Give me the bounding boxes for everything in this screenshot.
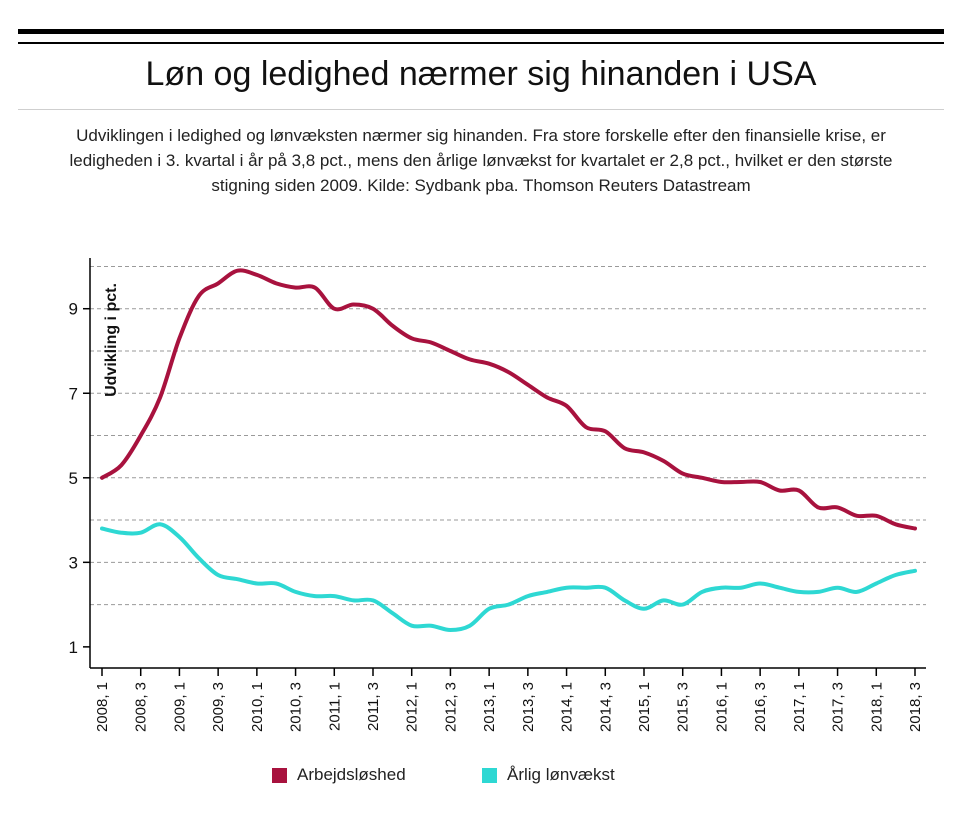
x-tick-label-10: 2013, 1 [481,682,498,732]
x-tick-label-15: 2015, 3 [675,682,692,732]
y-tick-label-1: 1 [69,638,78,657]
y-tick-label-5: 5 [69,469,78,488]
x-tick-label-12: 2014, 1 [559,682,576,732]
x-tick-label-5: 2010, 3 [288,682,305,732]
x-tick-label-1: 2008, 3 [133,682,150,732]
x-tick-label-11: 2013, 3 [520,682,537,732]
chart-subtitle: Udviklingen i ledighed og lønvæksten nær… [69,126,893,195]
legend-label-wages: Årlig lønvækst [507,765,615,784]
x-tick-label-0: 2008, 1 [94,682,111,732]
x-tick-label-6: 2011, 1 [326,682,343,731]
legend-swatch-unemployment [272,767,287,783]
header-second-rule [18,42,944,44]
x-tick-label-14: 2015, 1 [636,682,653,732]
legend-item-wages[interactable]: Årlig lønvækst [482,765,615,785]
y-tick-label-3: 3 [69,553,78,572]
line-chart: 1 3 5 7 9 2008, 1 2008, 3 2009, 1 2009, 3 2010, 1… [69,258,926,732]
x-tick-label-4: 2010, 1 [249,682,266,732]
y-tick-label-7: 7 [69,384,78,403]
grid-lines [90,265,926,606]
series-lines [100,268,917,632]
x-tick-label-17: 2016, 3 [752,682,769,732]
header-top-rule [18,29,944,34]
legend-swatch-wages [482,767,497,783]
series-line-wages [100,522,917,632]
x-tick-label-13: 2014, 3 [597,682,614,732]
x-tick-label-18: 2017, 1 [791,682,808,732]
x-tick-label-16: 2016, 1 [713,682,730,732]
legend-label-unemployment: Arbejdsløshed [297,765,406,784]
x-tick-label-21: 2018, 3 [907,682,924,732]
chart-legend: Arbejdsløshed Årlig lønvækst [0,765,960,791]
x-tick-label-2: 2009, 1 [171,682,188,732]
legend-item-unemployment[interactable]: Arbejdsløshed [272,765,406,785]
x-tick-label-8: 2012, 1 [404,682,421,732]
title-divider [18,109,944,110]
x-tick-label-7: 2011, 3 [365,682,382,731]
series-line-unemployment [100,268,917,531]
x-tick-label-9: 2012, 3 [442,682,459,732]
x-tick-label-3: 2009, 3 [210,682,227,732]
page-title: Løn og ledighed nærmer sig hinanden i US… [145,55,817,93]
y-tick-label-9: 9 [69,300,78,319]
y-axis-label: Udvikling i pct. [103,283,120,397]
x-tick-label-20: 2018, 1 [868,682,885,732]
x-tick-label-19: 2017, 3 [830,682,847,732]
axes: 1 3 5 7 9 2008, 1 2008, 3 2009, 1 2009, 3 2010, 1… [69,258,926,732]
